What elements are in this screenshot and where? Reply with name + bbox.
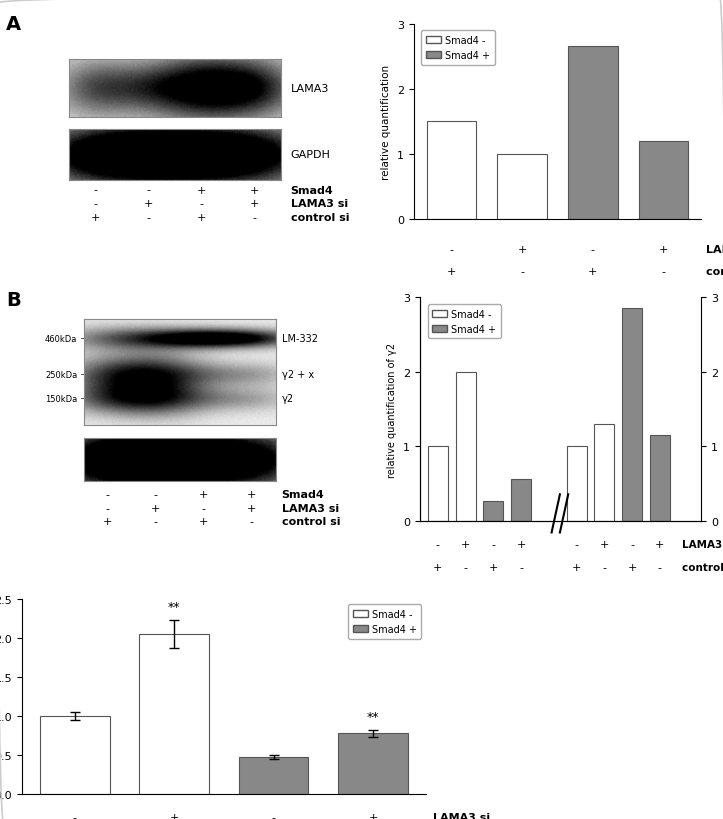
Text: -: - [658,562,662,572]
Legend: Smad4 -, Smad4 +: Smad4 -, Smad4 + [422,31,495,66]
Text: -: - [153,490,158,500]
Bar [40,717,110,794]
Bar [638,142,688,219]
Bar [567,447,586,522]
Text: control si: control si [706,266,723,276]
Text: -: - [575,540,578,550]
Bar [455,372,476,522]
Text: control si: control si [282,517,341,527]
Bar [594,424,615,522]
Text: +: + [151,503,161,514]
Bar [497,155,547,219]
Text: 460kDa: 460kDa [45,334,77,343]
Text: LM-332: LM-332 [282,334,317,344]
Text: +: + [659,245,668,255]
Text: +: + [250,199,260,209]
Text: control si: control si [291,213,349,223]
Text: +: + [199,490,208,500]
Text: +: + [247,503,256,514]
Text: LAMA3 si: LAMA3 si [291,199,348,209]
Text: -: - [272,812,275,819]
Text: γ2 + x: γ2 + x [282,369,314,379]
Text: +: + [599,540,609,550]
Text: +: + [461,540,471,550]
Bar [239,757,309,794]
Text: +: + [447,266,456,276]
Text: -: - [153,517,158,527]
Text: +: + [144,199,153,209]
Text: -: - [94,185,98,195]
Text: LAMA3 si: LAMA3 si [682,540,723,550]
Text: **: ** [367,710,380,722]
Text: -: - [662,266,665,276]
Text: +: + [433,562,442,572]
Text: -: - [202,503,205,514]
Text: +: + [572,562,581,572]
Text: control si: control si [682,562,723,572]
Text: +: + [489,562,498,572]
Text: +: + [250,185,260,195]
Text: -: - [520,266,524,276]
Legend: Smad4 -, Smad4 +: Smad4 -, Smad4 + [348,604,422,639]
Bar [622,309,642,522]
Text: -: - [249,517,254,527]
Bar [428,447,448,522]
Text: LAMA3 si: LAMA3 si [282,503,339,514]
Text: Smad4: Smad4 [291,185,333,195]
Text: 250kDa: 250kDa [45,370,77,379]
Legend: Smad4 -, Smad4 +: Smad4 -, Smad4 + [427,305,501,339]
Text: +: + [655,540,664,550]
Text: +: + [197,213,206,223]
Text: **: ** [168,600,181,613]
Bar [650,436,669,522]
Text: -: - [94,199,98,209]
Y-axis label: relative quantification: relative quantification [381,65,391,179]
Text: +: + [518,245,527,255]
Text: +: + [103,517,112,527]
Text: +: + [516,540,526,550]
Text: -: - [73,812,77,819]
Text: -: - [436,540,440,550]
Text: -: - [450,245,453,255]
Text: -: - [106,503,110,514]
Text: +: + [170,812,179,819]
Text: -: - [519,562,523,572]
Bar [511,479,531,522]
Text: +: + [588,266,597,276]
Text: LAMA3 si: LAMA3 si [706,245,723,255]
Text: +: + [91,213,100,223]
Text: +: + [368,812,377,819]
Bar [427,122,476,219]
Text: -: - [463,562,468,572]
Text: -: - [591,245,595,255]
Text: +: + [197,185,206,195]
Text: -: - [106,490,110,500]
Text: LAMA3 si: LAMA3 si [432,812,489,819]
Text: γ2: γ2 [282,394,294,404]
Y-axis label: relative quantification of γ2: relative quantification of γ2 [388,342,398,477]
Text: Smad4: Smad4 [282,490,325,500]
Text: 150kDa: 150kDa [45,395,77,403]
Text: +: + [247,490,256,500]
Text: -: - [630,540,634,550]
Bar [568,48,617,219]
Text: -: - [147,185,150,195]
Text: -: - [252,213,257,223]
Text: +: + [199,517,208,527]
Text: -: - [147,213,150,223]
Text: B: B [7,291,21,310]
Text: -: - [492,540,495,550]
Bar [338,734,408,794]
Text: +: + [628,562,637,572]
Text: -: - [602,562,607,572]
Text: LAMA3: LAMA3 [291,84,329,94]
Text: -: - [200,199,204,209]
Text: GAPDH: GAPDH [291,150,330,161]
Text: A: A [6,15,21,34]
Bar [140,635,209,794]
Bar [484,501,503,522]
